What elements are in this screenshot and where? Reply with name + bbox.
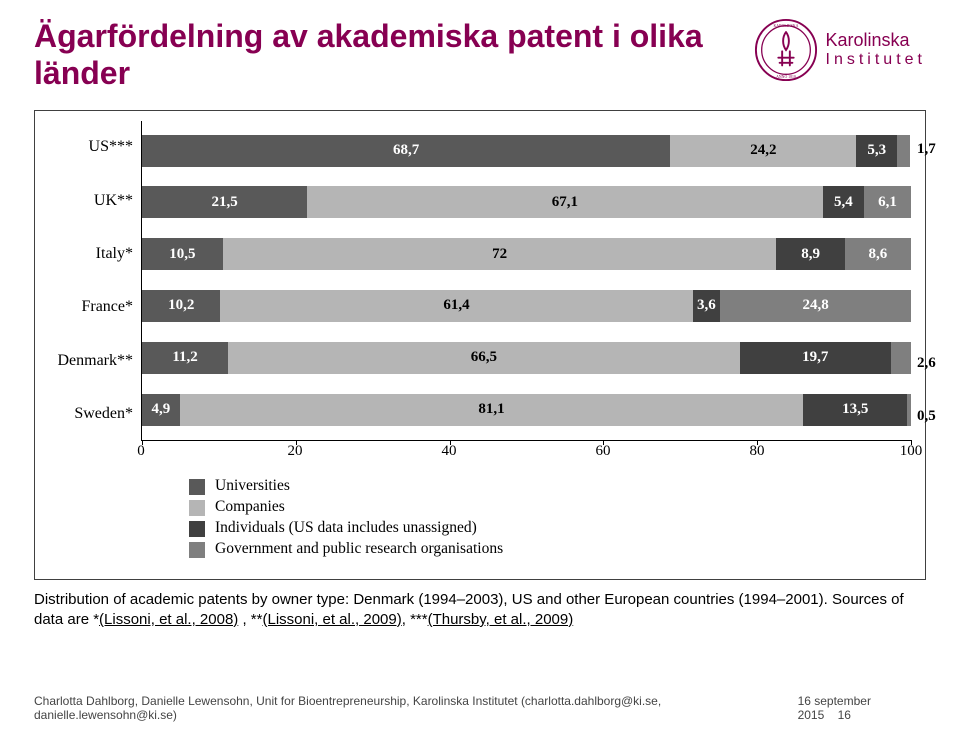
logo-text-2: Institutet (826, 51, 926, 69)
x-tick-label: 0 (137, 443, 145, 460)
y-label: Italy* (49, 231, 133, 277)
bar-row: 21,567,15,46,1 (142, 186, 911, 218)
bar-segment: 11,2 (142, 342, 228, 374)
ki-seal-icon: KAROLINSKA ANNO 1810 (754, 18, 818, 82)
bar-segment: 8,9 (776, 238, 844, 270)
bar-segment: 66,5 (228, 342, 739, 374)
y-label: US*** (49, 124, 133, 170)
logo-text-1: Karolinska (826, 31, 926, 51)
footer-left: Charlotta Dahlborg, Danielle Lewensohn, … (34, 694, 798, 722)
bar-segment: 13,5 (803, 394, 907, 426)
bar-segment: 10,2 (142, 290, 220, 322)
slide-footer: Charlotta Dahlborg, Danielle Lewensohn, … (34, 694, 926, 722)
bar-segment: 10,5 (142, 238, 223, 270)
bar-segment: 67,1 (307, 186, 822, 218)
y-axis-labels: US*** UK** Italy* France* Denmark** Sweden* (49, 121, 141, 441)
x-tick-label: 60 (596, 443, 611, 460)
legend-item: Companies (189, 498, 911, 516)
overflow-label: 1,7 (917, 141, 936, 158)
bar-segment: 4,9 (142, 394, 180, 426)
bar-row: 10,5728,98,6 (142, 238, 911, 270)
overflow-label: 0,5 (917, 408, 936, 425)
y-label: UK** (49, 178, 133, 224)
bar-segment (891, 342, 911, 374)
legend-item: Universities (189, 477, 911, 495)
chart-container: US*** UK** Italy* France* Denmark** Sweden* 6… (34, 110, 926, 580)
bar-segment: 61,4 (220, 290, 692, 322)
chart-legend: Universities Companies Individuals (US dat… (189, 477, 911, 558)
bar-segment: 8,6 (845, 238, 911, 270)
x-axis: 020406080100 (141, 441, 911, 467)
bar-segment: 6,1 (864, 186, 911, 218)
bar-segment: 21,5 (142, 186, 307, 218)
bar-row: 10,261,43,624,8 (142, 290, 911, 322)
legend-swatch (189, 479, 205, 495)
legend-swatch (189, 542, 205, 558)
legend-item: Individuals (US data includes unassigned… (189, 519, 911, 537)
bar-segment: 81,1 (180, 394, 804, 426)
x-tick-label: 40 (442, 443, 457, 460)
legend-item: Government and public research organisat… (189, 540, 911, 558)
y-label: France* (49, 284, 133, 330)
bar-segment: 19,7 (740, 342, 891, 374)
chart-caption: Distribution of academic patents by owne… (34, 590, 914, 631)
bar-row: 68,724,25,3 (142, 135, 911, 167)
bar-segment: 72 (223, 238, 777, 270)
bar-row: 11,266,519,7 (142, 342, 911, 374)
y-label: Sweden* (49, 391, 133, 437)
bar-segment: 68,7 (142, 135, 670, 167)
legend-label: Universities (215, 477, 290, 495)
y-label: Denmark** (49, 338, 133, 384)
svg-text:ANNO 1810: ANNO 1810 (776, 75, 796, 79)
bar-segment: 5,3 (856, 135, 897, 167)
bar-row: 4,981,113,5 (142, 394, 911, 426)
x-tick-label: 100 (900, 443, 923, 460)
bar-segment (907, 394, 911, 426)
legend-swatch (189, 521, 205, 537)
chart-plot: 68,724,25,321,567,15,46,110,5728,98,610,… (141, 121, 911, 441)
legend-label: Government and public research organisat… (215, 540, 503, 558)
svg-text:KAROLINSKA: KAROLINSKA (773, 24, 798, 28)
legend-label: Companies (215, 498, 285, 516)
x-tick-label: 20 (288, 443, 303, 460)
bar-segment: 24,2 (670, 135, 856, 167)
bar-segment: 5,4 (823, 186, 864, 218)
x-tick-label: 80 (750, 443, 765, 460)
overflow-label: 2,6 (917, 355, 936, 372)
legend-label: Individuals (US data includes unassigned… (215, 519, 477, 537)
legend-swatch (189, 500, 205, 516)
slide-title: Ägarfördelning av akademiska patent i ol… (34, 18, 754, 92)
ki-logo: KAROLINSKA ANNO 1810 Karolinska Institut… (754, 18, 926, 82)
bar-segment (897, 135, 910, 167)
bar-segment: 24,8 (720, 290, 911, 322)
footer-right: 16 september 2015 16 (798, 694, 926, 722)
bar-segment: 3,6 (693, 290, 721, 322)
